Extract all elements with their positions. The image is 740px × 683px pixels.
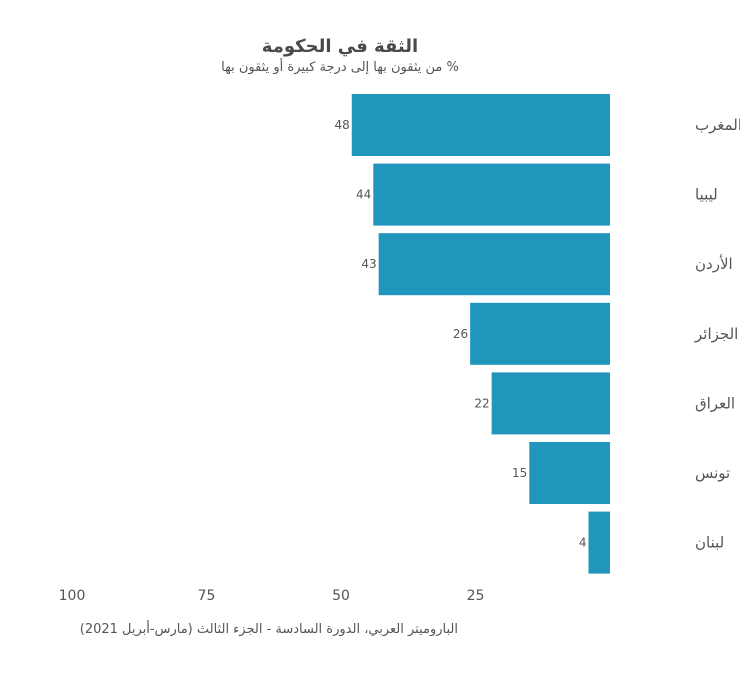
value-label: 4	[579, 536, 587, 550]
x-tick-label: 25	[467, 588, 485, 604]
x-tick-label: 100	[59, 588, 86, 604]
x-tick-label: 75	[198, 588, 216, 604]
bar	[529, 442, 610, 504]
value-label: 22	[474, 396, 489, 410]
bar	[378, 233, 610, 296]
category-label: الأردن	[695, 254, 733, 273]
category-label: تونس	[695, 464, 730, 482]
category-label: الجزائر	[694, 325, 738, 343]
chart-source: الباروميتر العربي، الدورة السادسة - الجز…	[79, 622, 458, 637]
category-label: المغرب	[695, 116, 740, 134]
category-label: ليبيا	[695, 186, 718, 204]
category-label: العراق	[695, 394, 735, 412]
value-label: 43	[361, 257, 376, 271]
bar	[351, 94, 610, 156]
category-label: لبنان	[695, 534, 724, 552]
bar	[470, 302, 610, 365]
value-label: 15	[512, 466, 527, 480]
value-label: 48	[334, 118, 349, 132]
x-tick-label: 50	[332, 588, 350, 604]
chart-title: الثقة في الحكومة	[261, 36, 419, 57]
chart-subtitle: % من يثقون بها إلى درجة كبيرة أو يثقون ب…	[221, 60, 459, 75]
bar	[373, 163, 610, 226]
value-label: 44	[356, 188, 371, 202]
bar	[491, 372, 610, 435]
bar	[588, 511, 610, 574]
value-label: 26	[453, 327, 468, 341]
